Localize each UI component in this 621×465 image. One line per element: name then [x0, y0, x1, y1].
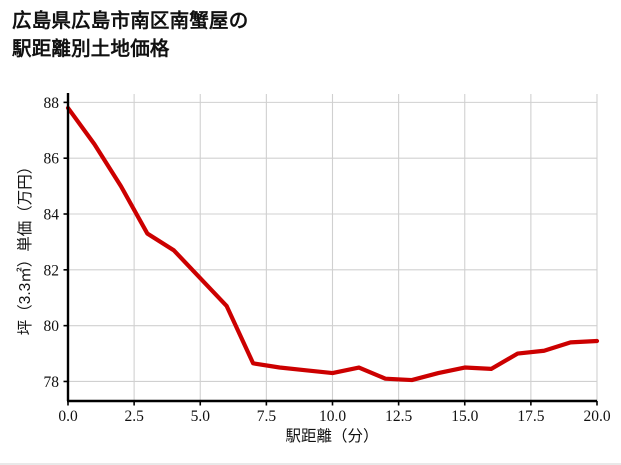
x-tick-label: 20.0 [583, 408, 610, 425]
x-axis-title: 駅距離（分） [285, 427, 378, 445]
y-tick-label: 80 [44, 318, 60, 335]
y-tick-label: 84 [44, 207, 60, 224]
y-axis-title: 坪（3.3㎡）単価（万円） [16, 159, 34, 336]
x-tick-label: 17.5 [517, 408, 544, 425]
y-tick-label: 86 [44, 151, 60, 168]
y-tick-label: 82 [44, 262, 60, 279]
y-tick-label: 88 [44, 95, 60, 112]
data-series-group [65, 105, 600, 383]
data-line [65, 105, 600, 383]
chart-title-line2: 駅距離別土地価格 [12, 37, 170, 60]
x-tick-label: 10.0 [319, 408, 346, 425]
y-tick-label: 78 [44, 374, 60, 391]
tick-marks [63, 101, 598, 406]
x-tick-label: 2.5 [124, 408, 144, 425]
x-tick-label: 7.5 [257, 408, 277, 425]
x-tick-label: 5.0 [191, 408, 211, 425]
x-tick-label: 15.0 [451, 408, 478, 425]
x-tick-label: 0.0 [58, 408, 78, 425]
chart-title-line1: 広島県広島市南区南蟹屋の [12, 10, 249, 32]
x-tick-label: 12.5 [385, 408, 412, 425]
chart-title: 広島県広島市南区南蟹屋の 駅距離別土地価格 [12, 8, 612, 63]
y-tick-labels: 78 80 82 84 86 88 [44, 95, 60, 391]
bottom-divider [0, 463, 621, 465]
x-tick-labels: 0.0 2.5 5.0 7.5 10.0 12.5 15.0 17.5 20.0 [58, 408, 611, 425]
